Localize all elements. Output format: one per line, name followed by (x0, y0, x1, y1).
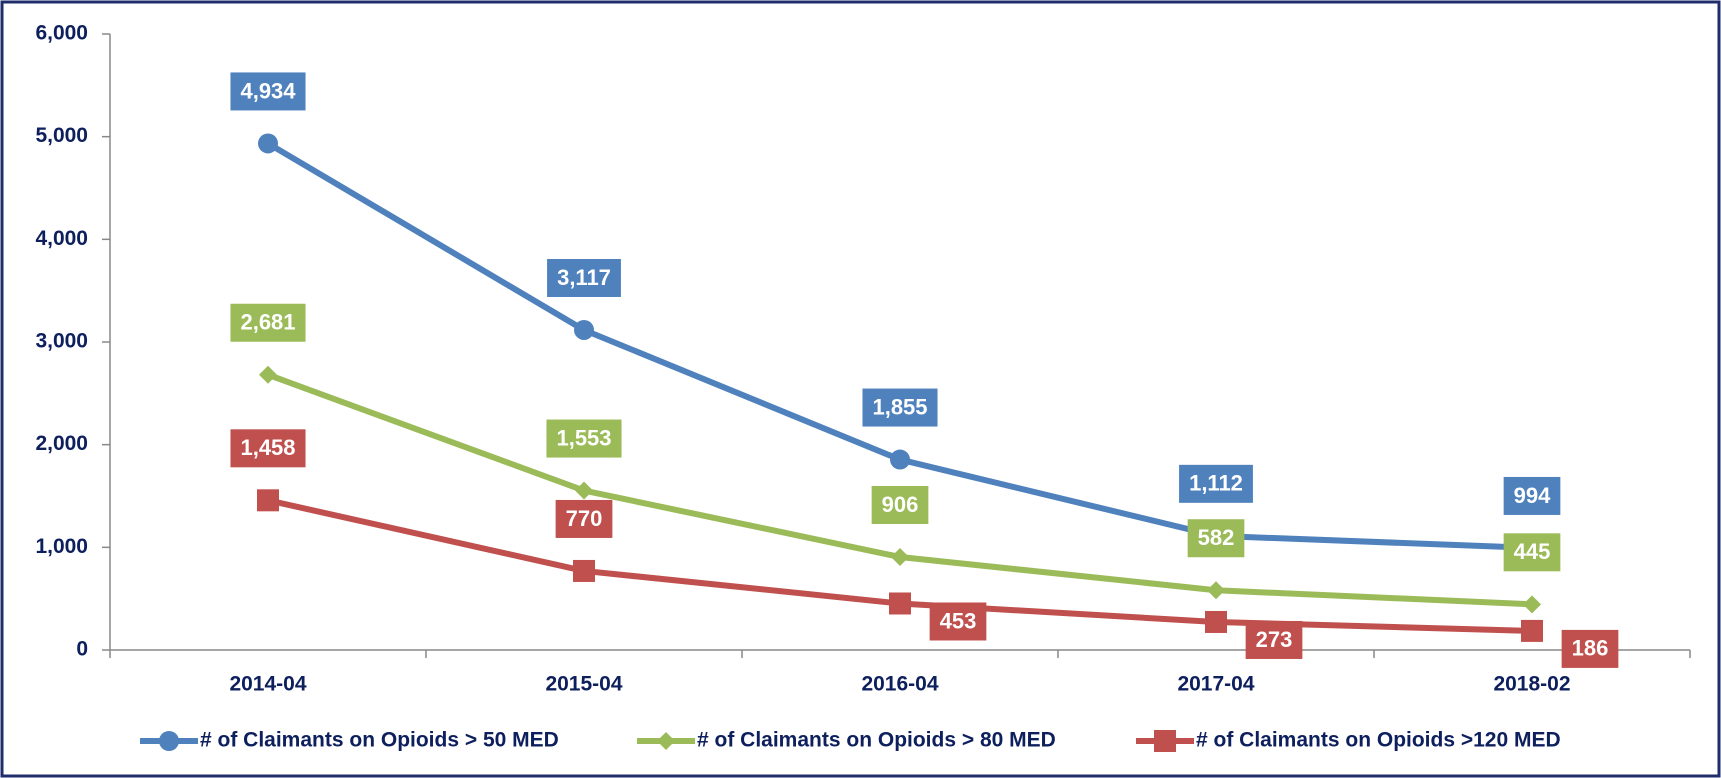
data-label: 1,112 (1189, 471, 1243, 496)
data-label-box (1503, 533, 1561, 572)
marker (891, 547, 909, 566)
data-label-group: 186 (1561, 629, 1619, 668)
data-label-box (1245, 620, 1303, 659)
data-label-box (230, 429, 306, 468)
data-label: 186 (1572, 636, 1609, 661)
data-label: 3,117 (557, 265, 611, 290)
marker (1205, 610, 1227, 633)
data-label-group: 994 (1503, 476, 1561, 515)
data-label-box (555, 499, 613, 538)
y-tick-label: 5,000 (35, 124, 88, 147)
data-label-group: 2,681 (230, 303, 306, 342)
x-tick-label: 2017-04 (1177, 673, 1254, 696)
data-label: 1,855 (872, 394, 927, 419)
y-tick-label: 3,000 (35, 330, 88, 353)
marker (258, 133, 278, 154)
data-label-group: 1,458 (230, 429, 306, 468)
data-label-group: 582 (1187, 519, 1245, 558)
marker (159, 731, 179, 751)
marker (890, 449, 910, 470)
data-label-group: 453 (929, 602, 987, 641)
marker (1521, 619, 1543, 642)
data-label-box (1187, 519, 1245, 558)
data-label: 994 (1514, 483, 1551, 508)
y-tick-label: 4,000 (35, 227, 88, 250)
data-label-group: 3,117 (547, 258, 621, 297)
data-label-box (1179, 464, 1253, 503)
data-label-group: 273 (1245, 620, 1303, 659)
marker (257, 489, 279, 512)
y-tick-label: 6,000 (35, 22, 88, 45)
data-label-box (871, 485, 929, 524)
marker (575, 481, 593, 500)
data-label: 906 (882, 492, 919, 517)
marker (657, 732, 675, 750)
data-label-box (929, 602, 987, 641)
data-label-box (230, 303, 306, 342)
legend-label: # of Claimants on Opioids > 50 MED (200, 729, 559, 752)
marker (1207, 581, 1225, 600)
legend-label: # of Claimants on Opioids > 80 MED (697, 729, 1056, 752)
x-tick-label: 2015-04 (545, 673, 622, 696)
data-label: 2,681 (240, 310, 295, 335)
marker (1523, 595, 1541, 614)
x-tick-label: 2016-04 (861, 673, 938, 696)
data-label-box (547, 258, 621, 297)
data-label: 4,934 (240, 78, 296, 103)
x-tick-label: 2018-02 (1493, 673, 1570, 696)
marker (573, 559, 595, 582)
data-label-group: 1,855 (862, 388, 938, 427)
data-label-box (546, 419, 622, 458)
data-label-group: 906 (871, 485, 929, 524)
data-label-group: 770 (555, 499, 613, 538)
data-label: 582 (1198, 525, 1235, 550)
data-label-box (230, 72, 306, 111)
y-tick-label: 2,000 (35, 432, 88, 455)
y-tick-label: 0 (76, 638, 88, 661)
data-label-group: 4,934 (230, 72, 306, 111)
legend-label: # of Claimants on Opioids >120 MED (1196, 729, 1561, 752)
data-label-group: 445 (1503, 533, 1561, 572)
marker (574, 319, 594, 340)
data-label-box (862, 388, 938, 427)
data-label: 453 (940, 608, 977, 633)
data-label: 273 (1256, 627, 1293, 652)
x-tick-label: 2014-04 (229, 673, 306, 696)
data-label: 770 (566, 506, 603, 531)
marker (259, 365, 277, 384)
data-label-group: 1,553 (546, 419, 622, 458)
data-label-box (1561, 629, 1619, 668)
y-tick-label: 1,000 (35, 535, 88, 558)
data-label: 1,553 (556, 425, 611, 450)
data-label: 445 (1514, 539, 1551, 564)
marker (889, 592, 911, 615)
data-label-box (1503, 476, 1561, 515)
data-label-group: 1,112 (1179, 464, 1253, 503)
data-label: 1,458 (240, 435, 295, 460)
marker (1154, 730, 1176, 752)
